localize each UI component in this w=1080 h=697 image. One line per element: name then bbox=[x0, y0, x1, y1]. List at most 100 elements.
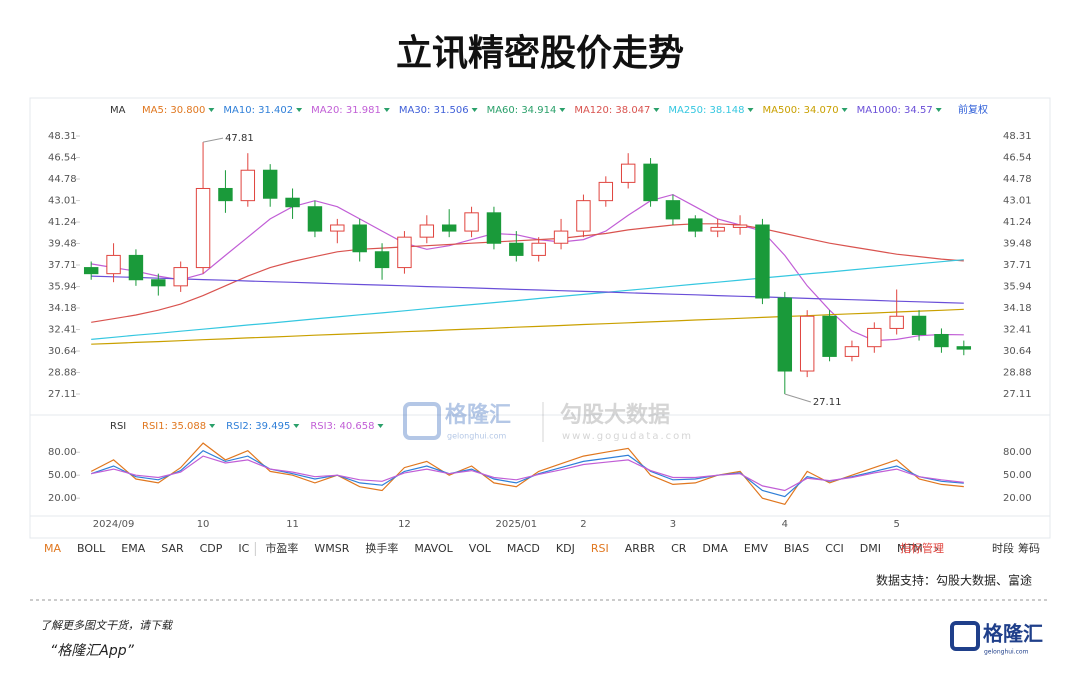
candle-body bbox=[643, 163, 658, 202]
logo-box bbox=[403, 402, 441, 440]
y-tick-label: 41.24 bbox=[48, 217, 77, 228]
line bbox=[91, 308, 964, 345]
legend-arrow bbox=[208, 108, 215, 112]
legend-item: MA120: 38.047 bbox=[574, 105, 650, 116]
indicator-tab[interactable]: MACD bbox=[507, 542, 540, 555]
adjust-mode: 前复权 bbox=[958, 103, 988, 116]
candle-body bbox=[330, 224, 345, 232]
indicator-tab[interactable]: CCI bbox=[825, 542, 844, 555]
line bbox=[91, 259, 964, 340]
tab-right[interactable]: 筹码 bbox=[1018, 541, 1040, 555]
legend-arrow bbox=[559, 108, 566, 112]
candle-body bbox=[441, 224, 457, 232]
legend-item: MA10: 31.402 bbox=[223, 105, 293, 116]
indicator-tab[interactable]: WMSR bbox=[314, 542, 349, 555]
indicator-tab[interactable]: VOL bbox=[469, 542, 492, 555]
legend-item: MA60: 34.914 bbox=[487, 105, 557, 116]
indicator-label: RSI bbox=[110, 421, 126, 432]
y-tick-label: 20.00 bbox=[48, 493, 77, 504]
indicator-tab[interactable]: CR bbox=[671, 542, 687, 555]
line bbox=[91, 275, 964, 304]
legend-item: RSI2: 39.495 bbox=[226, 421, 290, 432]
indicator-tab[interactable]: MAVOL bbox=[414, 542, 453, 555]
y-tick-label: 43.01 bbox=[1003, 196, 1032, 207]
legend-item: MA500: 34.070 bbox=[763, 105, 839, 116]
candle-body bbox=[867, 327, 882, 348]
footer-line2: “格隆汇App” bbox=[50, 643, 135, 659]
chart-panel bbox=[29, 97, 1051, 539]
candle-body bbox=[397, 236, 412, 269]
candle-body bbox=[822, 315, 837, 357]
legend-item: MA5: 30.800 bbox=[142, 105, 205, 116]
candle-body bbox=[173, 267, 188, 287]
candle-body bbox=[576, 200, 591, 232]
legend-arrow bbox=[293, 424, 300, 428]
indicator-tab[interactable]: IC bbox=[238, 542, 249, 555]
watermark: 格隆汇 gelonghui.com 勾股大数据 www.gogudata.com bbox=[403, 402, 691, 442]
candle-body bbox=[419, 224, 435, 238]
candle-body bbox=[799, 315, 815, 372]
high-pointer bbox=[202, 137, 224, 143]
y-tick-label: 50.00 bbox=[48, 470, 77, 481]
indicator-tab[interactable]: DMI bbox=[860, 542, 881, 555]
candle-body bbox=[531, 242, 546, 256]
candle-body bbox=[620, 163, 636, 183]
y-tick-label: 34.18 bbox=[1003, 303, 1032, 314]
low-pointer bbox=[784, 393, 811, 403]
high-label: 47.81 bbox=[225, 133, 254, 144]
y-tick-label: 44.78 bbox=[1003, 174, 1032, 185]
footer-line1: 了解更多图文干货，请下载 bbox=[40, 619, 174, 632]
indicator-tab[interactable]: CDP bbox=[200, 542, 223, 555]
tab-manage[interactable]: 指标管理 bbox=[900, 541, 944, 555]
indicator-tab[interactable]: EMV bbox=[744, 542, 768, 555]
candle-body bbox=[911, 315, 927, 336]
legend-arrow bbox=[935, 108, 942, 112]
candle-body bbox=[688, 218, 703, 232]
y-tick-label: 30.64 bbox=[48, 346, 77, 357]
candle-body bbox=[934, 334, 949, 348]
indicator-tab[interactable]: RSI bbox=[591, 542, 609, 555]
legend-arrow bbox=[209, 424, 216, 428]
wm-brand: 格隆汇 bbox=[445, 402, 511, 428]
indicator-tab[interactable]: DMA bbox=[702, 542, 728, 555]
candle-body bbox=[889, 315, 904, 329]
y-tick-label: 30.64 bbox=[1003, 346, 1032, 357]
indicator-tab[interactable]: KDJ bbox=[556, 542, 575, 555]
y-tick-label: 32.41 bbox=[48, 325, 77, 336]
low-label: 27.11 bbox=[813, 397, 842, 408]
page-title: 立讯精密股价走势 bbox=[396, 32, 684, 74]
x-tick-label: 10 bbox=[197, 519, 210, 530]
y-tick-label: 41.24 bbox=[1003, 217, 1032, 228]
line bbox=[91, 455, 964, 492]
y-tick-label: 80.00 bbox=[1003, 447, 1032, 458]
line bbox=[91, 193, 964, 342]
candle-body bbox=[777, 297, 793, 372]
y-tick-label: 27.11 bbox=[1003, 389, 1032, 400]
tab-right[interactable]: 时段 bbox=[992, 541, 1014, 555]
candle-body bbox=[218, 187, 233, 202]
indicator-tab[interactable]: BOLL bbox=[77, 542, 106, 555]
indicator-tab[interactable]: BIAS bbox=[784, 542, 809, 555]
indicator-tab[interactable]: 市盈率 bbox=[265, 541, 298, 555]
indicator-tab[interactable]: SAR bbox=[161, 542, 184, 555]
legend-arrow bbox=[377, 424, 384, 428]
x-tick-label: 2025/01 bbox=[496, 519, 538, 530]
legend-arrow bbox=[296, 108, 303, 112]
x-tick-label: 3 bbox=[670, 519, 676, 530]
indicator-tab[interactable]: MTM bbox=[897, 542, 923, 555]
tab-more: › bbox=[935, 544, 939, 555]
legend-item: MA30: 31.506 bbox=[399, 105, 469, 116]
indicator-tab[interactable]: ARBR bbox=[625, 542, 656, 555]
line bbox=[90, 442, 964, 505]
indicator-tab[interactable]: MA bbox=[44, 542, 61, 555]
indicator-tab[interactable]: 换手率 bbox=[365, 541, 398, 555]
indicator-tab[interactable]: EMA bbox=[121, 542, 145, 555]
candle-body bbox=[374, 251, 390, 269]
candle-body bbox=[665, 200, 681, 220]
x-tick-label: 5 bbox=[894, 519, 900, 530]
legend-arrow bbox=[471, 108, 478, 112]
y-tick-label: 27.11 bbox=[48, 389, 77, 400]
legend-item: MA250: 38.148 bbox=[668, 105, 744, 116]
